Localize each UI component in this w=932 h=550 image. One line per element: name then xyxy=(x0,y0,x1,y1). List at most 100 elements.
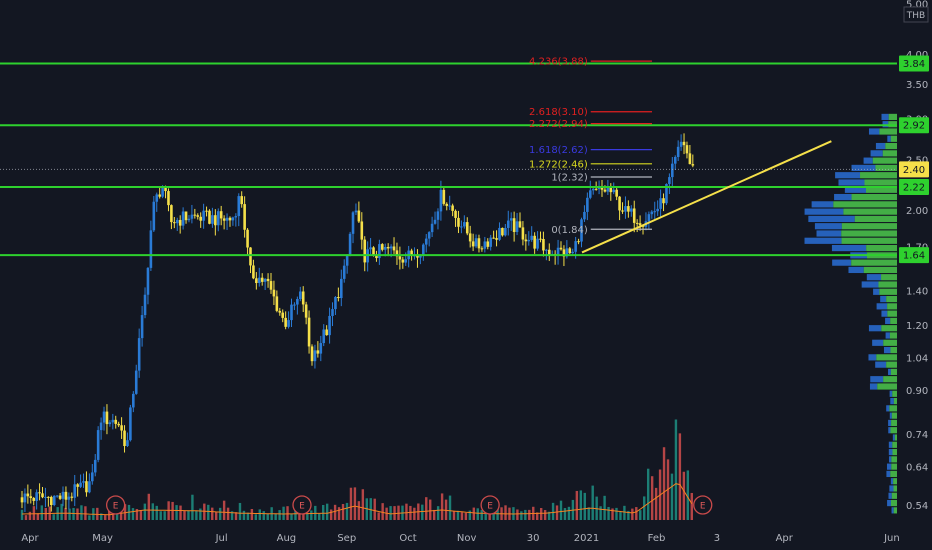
candle-body xyxy=(685,145,689,154)
volume-bar xyxy=(325,503,329,520)
candle-body xyxy=(214,215,217,226)
profile-bar-up xyxy=(868,128,880,135)
profile-bar-down xyxy=(893,507,897,514)
profile-bar-down xyxy=(878,281,897,288)
candle-body xyxy=(375,255,378,259)
profile-bar-down xyxy=(860,172,897,179)
profile-bar-down xyxy=(854,215,897,223)
candle-body xyxy=(137,338,141,371)
candle-body xyxy=(228,217,232,221)
volume-bar xyxy=(207,504,210,520)
time-axis[interactable]: Apr May Jul Aug Sep Oct Nov 30 2021 Feb 3 Apr Jun xyxy=(21,533,899,544)
volume-bar xyxy=(306,513,309,520)
candle-body xyxy=(61,491,65,499)
candle-body xyxy=(199,216,202,221)
candle-body xyxy=(448,205,451,207)
volume-bar xyxy=(611,508,614,520)
profile-bar-up xyxy=(881,113,889,121)
candle-body xyxy=(35,492,38,501)
candle-body xyxy=(208,210,211,224)
candle-body xyxy=(225,217,229,221)
volume-bar xyxy=(250,508,254,520)
volume-bar xyxy=(472,507,476,520)
x-tick-label: 3 xyxy=(714,533,720,544)
fib-level-label: 0(1.84) xyxy=(551,225,588,236)
candle-body xyxy=(395,250,399,257)
fib-level-label: 2.272(2.94) xyxy=(529,119,588,130)
candle-body xyxy=(401,259,405,263)
profile-bar-down xyxy=(890,499,897,507)
profile-bar-up xyxy=(886,463,892,470)
profile-bar-down xyxy=(851,259,897,266)
volume-bar xyxy=(286,506,289,520)
candle-body xyxy=(255,278,258,284)
earnings-marker-label: E xyxy=(700,502,706,512)
volume-bar xyxy=(20,509,24,520)
volume-bar xyxy=(421,504,424,520)
horizontal-levels[interactable] xyxy=(0,62,897,257)
candle-body xyxy=(615,189,618,197)
candle-body xyxy=(328,315,331,336)
volume-bar xyxy=(504,505,507,520)
candle-body xyxy=(580,219,583,242)
volume-bar xyxy=(484,510,487,520)
volume-bar xyxy=(139,510,143,520)
volume-bar xyxy=(429,499,432,520)
profile-bar-up xyxy=(888,441,893,448)
volume-bar xyxy=(373,498,376,520)
volume-bar xyxy=(456,510,460,520)
candle-body xyxy=(32,498,36,501)
volume-bar xyxy=(28,511,32,520)
candle-body xyxy=(99,422,103,431)
candle-body xyxy=(612,189,616,193)
profile-bar-up xyxy=(889,485,894,492)
volume-bar xyxy=(464,512,468,520)
volume-bar xyxy=(528,509,531,520)
candle-body xyxy=(501,227,504,236)
candle-body xyxy=(105,411,109,425)
candle-body xyxy=(463,222,466,227)
fibonacci-extension[interactable]: 4.236(3.88) 2.618(3.10)2.272(2.94) 1.618(2… xyxy=(529,57,652,236)
profile-bar-down xyxy=(893,397,897,405)
candle-body xyxy=(530,235,534,240)
x-tick-label: May xyxy=(92,533,113,544)
candle-body xyxy=(638,223,642,226)
candle-body xyxy=(398,256,402,260)
candle-body xyxy=(357,210,361,222)
volume-bar xyxy=(100,513,103,520)
volume-bar xyxy=(302,513,305,520)
profile-bar-up xyxy=(868,354,877,361)
trendline[interactable] xyxy=(581,140,832,254)
candle-body xyxy=(132,393,135,408)
currency-label-group: THB xyxy=(903,6,929,23)
candle-body xyxy=(266,278,270,282)
candle-body xyxy=(600,186,604,190)
profile-bar-up xyxy=(814,223,842,230)
volume-bar xyxy=(211,507,214,520)
candle-body xyxy=(29,496,33,499)
volume-bar xyxy=(635,507,638,520)
profile-bar-down xyxy=(889,332,897,339)
candle-body xyxy=(23,493,27,503)
profile-bar-up xyxy=(887,135,891,142)
currency-label: THB xyxy=(906,11,925,21)
candle-body xyxy=(304,304,308,318)
volume-bar xyxy=(623,505,626,520)
candle-body xyxy=(419,255,422,258)
volume-bar xyxy=(643,496,646,520)
profile-bar-up xyxy=(885,317,891,325)
profile-bar-down xyxy=(883,339,897,346)
y-tick-label: 2.00 xyxy=(906,206,928,217)
candle-body xyxy=(82,481,85,483)
candle-body xyxy=(178,219,182,226)
candle-body xyxy=(671,163,674,178)
candle-body xyxy=(594,188,598,190)
level-price-tag xyxy=(899,55,929,72)
profile-bar-down xyxy=(883,376,897,383)
volume-bar xyxy=(547,511,551,520)
profile-bar-up xyxy=(887,499,891,507)
profile-bar-up xyxy=(883,346,891,354)
x-tick-label: Feb xyxy=(648,533,666,544)
